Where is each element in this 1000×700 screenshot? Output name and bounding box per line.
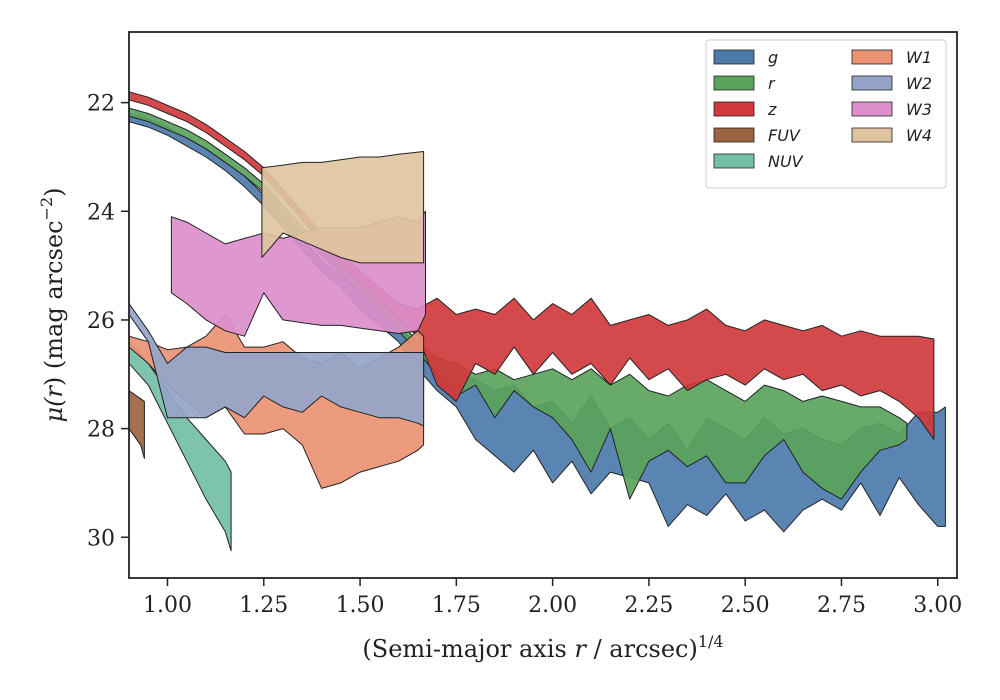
- x-tick-label: 1.75: [432, 593, 481, 618]
- legend-swatch-g: [713, 49, 755, 65]
- legend-label-w3: W3: [906, 100, 932, 119]
- legend-label-nuv: NUV: [768, 152, 804, 171]
- legend-label-w1: W1: [906, 48, 932, 67]
- y-axis-label: μ(r) (mag arcsec−2): [37, 187, 68, 422]
- legend-swatch-w1: [851, 49, 893, 65]
- y-axis: 22 24 26 28 30: [87, 92, 129, 551]
- x-tick-label: 2.00: [528, 593, 577, 618]
- legend-swatch-fuv: [713, 127, 755, 143]
- x-axis-label-exponent: 1/4: [698, 632, 724, 651]
- y-tick-label: 24: [87, 200, 115, 225]
- legend-label-fuv: FUV: [768, 126, 801, 145]
- legend-label-w2: W2: [906, 74, 932, 93]
- legend-swatch-r: [713, 75, 755, 91]
- y-tick-label: 26: [87, 309, 115, 334]
- plot-frame: [128, 31, 958, 579]
- legend-label-w4: W4: [906, 126, 932, 145]
- legend: grz FUV NUV W1 W2 W3 W4: [705, 39, 947, 189]
- y-axis-label-main: μ(: [40, 397, 68, 423]
- x-axis: 1.00 1.25 1.50 1.75 2.00 2.25 2.50 2.75 3.00: [143, 578, 962, 618]
- x-axis-label: (Semi-major axis r / arcsec)1/4: [362, 632, 723, 663]
- x-tick-label: 1.00: [143, 593, 192, 618]
- y-axis-label-rest: ) (mag arcsec: [40, 220, 68, 386]
- legend-swatch-w2: [851, 75, 893, 91]
- y-tick-label: 22: [87, 92, 115, 117]
- x-axis-label-rest: / arcsec): [586, 635, 698, 663]
- y-axis-label-var: r: [40, 385, 68, 398]
- band-w2: [129, 303, 425, 427]
- band-w4: [261, 151, 425, 264]
- y-axis-label-exponent: −2: [37, 197, 56, 221]
- legend-label-r: r: [768, 74, 776, 93]
- x-tick-label: 1.25: [239, 593, 288, 618]
- x-axis-label-main: (Semi-major axis: [362, 635, 574, 663]
- x-tick-label: 2.50: [721, 593, 770, 618]
- plot-bands: [129, 91, 946, 552]
- legend-swatch-nuv: [713, 153, 755, 169]
- x-tick-label: 3.00: [913, 593, 962, 618]
- legend-swatch-w4: [851, 127, 893, 143]
- x-tick-label: 2.75: [817, 593, 866, 618]
- band-fuv: [129, 390, 145, 459]
- legend-label-g: g: [768, 48, 778, 67]
- y-tick-label: 28: [87, 418, 115, 443]
- x-tick-label: 2.25: [624, 593, 673, 618]
- y-axis-label-close: ): [40, 187, 68, 196]
- x-tick-label: 1.50: [336, 593, 385, 618]
- legend-swatch-w3: [851, 101, 893, 117]
- legend-swatch-z: [713, 101, 755, 117]
- legend-label-z: z: [767, 100, 777, 119]
- y-tick-label: 30: [87, 526, 115, 551]
- x-axis-label-var: r: [574, 635, 587, 663]
